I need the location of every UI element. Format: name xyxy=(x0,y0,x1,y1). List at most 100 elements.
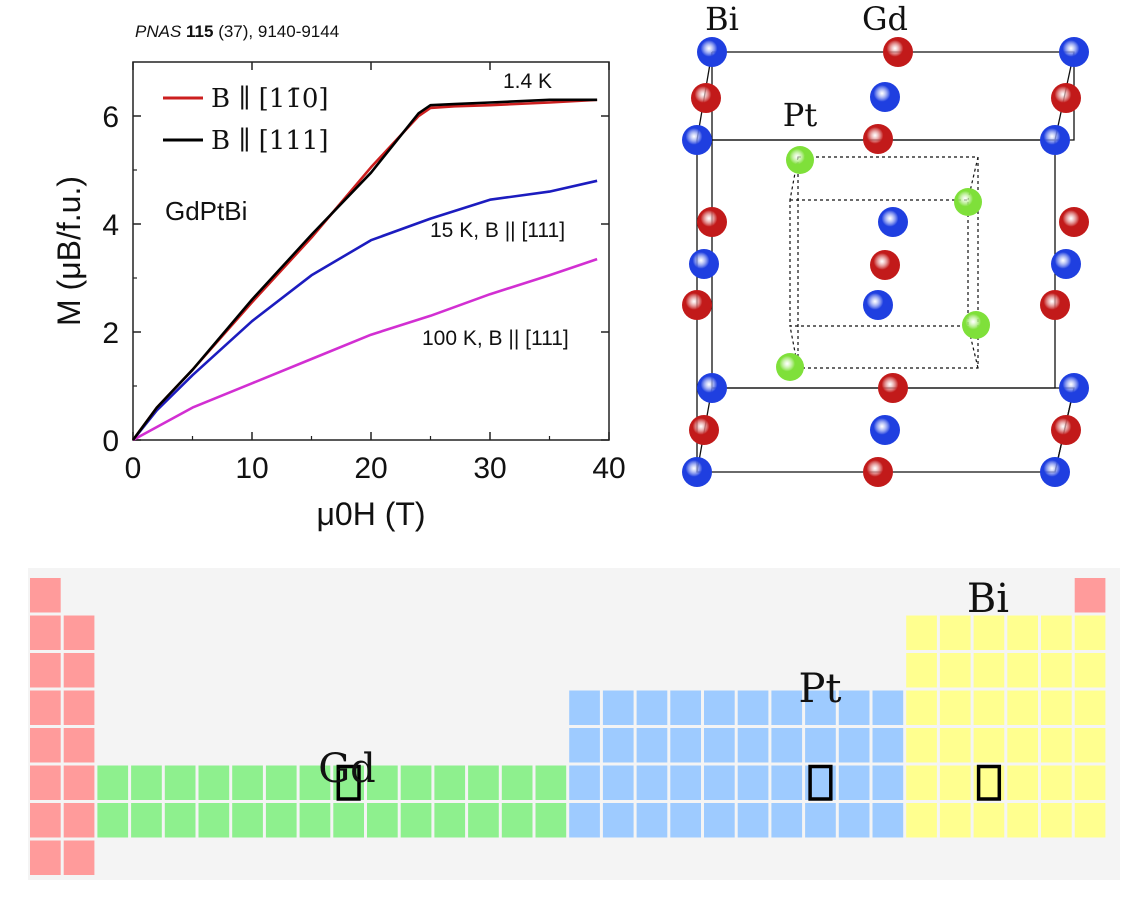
element-cell xyxy=(1074,803,1106,838)
element-cell xyxy=(265,803,297,838)
element-cell xyxy=(1041,803,1072,838)
y-axis-label: M (μB/f.u.) xyxy=(51,176,87,326)
gd-atom xyxy=(863,124,893,154)
element-cell xyxy=(939,615,971,650)
crystal-label-pt: Pt xyxy=(783,96,818,134)
element-highlight xyxy=(976,764,1002,801)
element-cell xyxy=(670,765,701,800)
x-tick-label: 20 xyxy=(354,452,387,485)
element-cell xyxy=(63,728,95,763)
gd-atom xyxy=(691,83,721,113)
element-cell xyxy=(602,690,634,725)
element-cell xyxy=(602,803,634,838)
chart-axes: 0 10 20 30 40 0 2 4 6 μ0H (T) M (μB/f.u.) xyxy=(51,61,626,532)
x-tick-label: 30 xyxy=(473,452,506,485)
element-cell xyxy=(939,765,971,800)
element-cell xyxy=(1041,690,1072,725)
element-cell xyxy=(468,803,499,838)
element-cell xyxy=(906,765,937,800)
element-cell xyxy=(468,765,499,800)
element-cell xyxy=(906,615,937,650)
element-cell xyxy=(872,728,904,763)
element-cell xyxy=(1041,765,1072,800)
element-cell xyxy=(939,728,971,763)
element-cell xyxy=(771,728,803,763)
x-axis-label: μ0H (T) xyxy=(316,496,425,532)
element-cell xyxy=(602,728,634,763)
bi-atom xyxy=(682,125,712,155)
series-line xyxy=(131,98,598,441)
element-cell xyxy=(1041,615,1072,650)
element-cell xyxy=(569,765,600,800)
element-cell xyxy=(434,803,466,838)
bi-atom xyxy=(1051,249,1081,279)
element-cell xyxy=(299,765,331,800)
magnetization-chart: 0 10 20 30 40 0 2 4 6 μ0H (T) M (μB/f.u.) B ∥ [11̄… xyxy=(51,61,626,532)
element-cell xyxy=(198,765,230,800)
element-cell xyxy=(670,803,701,838)
y-tick-label: 0 xyxy=(102,425,119,458)
element-cell xyxy=(1007,690,1038,725)
bi-atom xyxy=(1059,37,1089,67)
element-cell xyxy=(97,765,129,800)
crystal-label-gd: Gd xyxy=(862,0,908,38)
y-tick-label: 2 xyxy=(102,317,119,350)
element-cell xyxy=(131,765,162,800)
element-cell xyxy=(1074,690,1106,725)
gd-atom xyxy=(689,415,719,445)
ptable-label-gd: Gd xyxy=(318,746,376,792)
element-cell xyxy=(30,840,61,875)
element-cell xyxy=(63,803,95,838)
citation-journal: PNAS xyxy=(135,22,182,41)
element-cell xyxy=(838,728,870,763)
element-cell xyxy=(872,803,904,838)
element-cell xyxy=(737,728,769,763)
element-cell xyxy=(704,765,735,800)
element-cell xyxy=(1007,803,1038,838)
bi-atom xyxy=(697,373,727,403)
element-cell xyxy=(198,803,230,838)
element-cell xyxy=(805,690,836,725)
element-cell xyxy=(704,690,735,725)
bi-atom xyxy=(870,415,900,445)
element-cell xyxy=(602,765,634,800)
element-cell xyxy=(164,765,196,800)
element-cell xyxy=(535,803,567,838)
inner-cube-edge xyxy=(967,325,979,369)
element-cell xyxy=(973,653,1005,688)
citation: PNAS 115 (37), 9140-9144 xyxy=(135,22,339,42)
element-cell xyxy=(30,765,61,800)
element-cell xyxy=(367,765,398,800)
element-cell xyxy=(973,803,1005,838)
gd-atom xyxy=(878,373,908,403)
element-cell xyxy=(838,803,870,838)
gd-atom xyxy=(870,250,900,280)
element-cell xyxy=(367,803,398,838)
element-cell xyxy=(906,690,937,725)
element-cell xyxy=(30,690,61,725)
element-cell xyxy=(704,728,735,763)
element-cell xyxy=(805,728,836,763)
element-cell xyxy=(63,765,95,800)
element-cell xyxy=(805,803,836,838)
element-cell xyxy=(838,765,870,800)
gd-atom xyxy=(1051,83,1081,113)
element-cell xyxy=(535,765,567,800)
element-cell xyxy=(30,578,61,613)
element-cell xyxy=(973,728,1005,763)
y-tick-label: 6 xyxy=(102,101,119,134)
element-cell xyxy=(872,765,904,800)
element-cell xyxy=(771,803,803,838)
element-cell xyxy=(939,803,971,838)
element-highlight xyxy=(336,764,361,801)
gd-atom xyxy=(697,207,727,237)
periodic-table-highlights xyxy=(336,764,1002,801)
element-cell xyxy=(265,765,297,800)
element-cell xyxy=(670,728,701,763)
element-cell xyxy=(569,728,600,763)
ptable-label-pt: Pt xyxy=(799,666,842,712)
chart-series-group xyxy=(131,98,598,442)
x-tick-label: 0 xyxy=(125,452,142,485)
element-cell xyxy=(1074,615,1106,650)
